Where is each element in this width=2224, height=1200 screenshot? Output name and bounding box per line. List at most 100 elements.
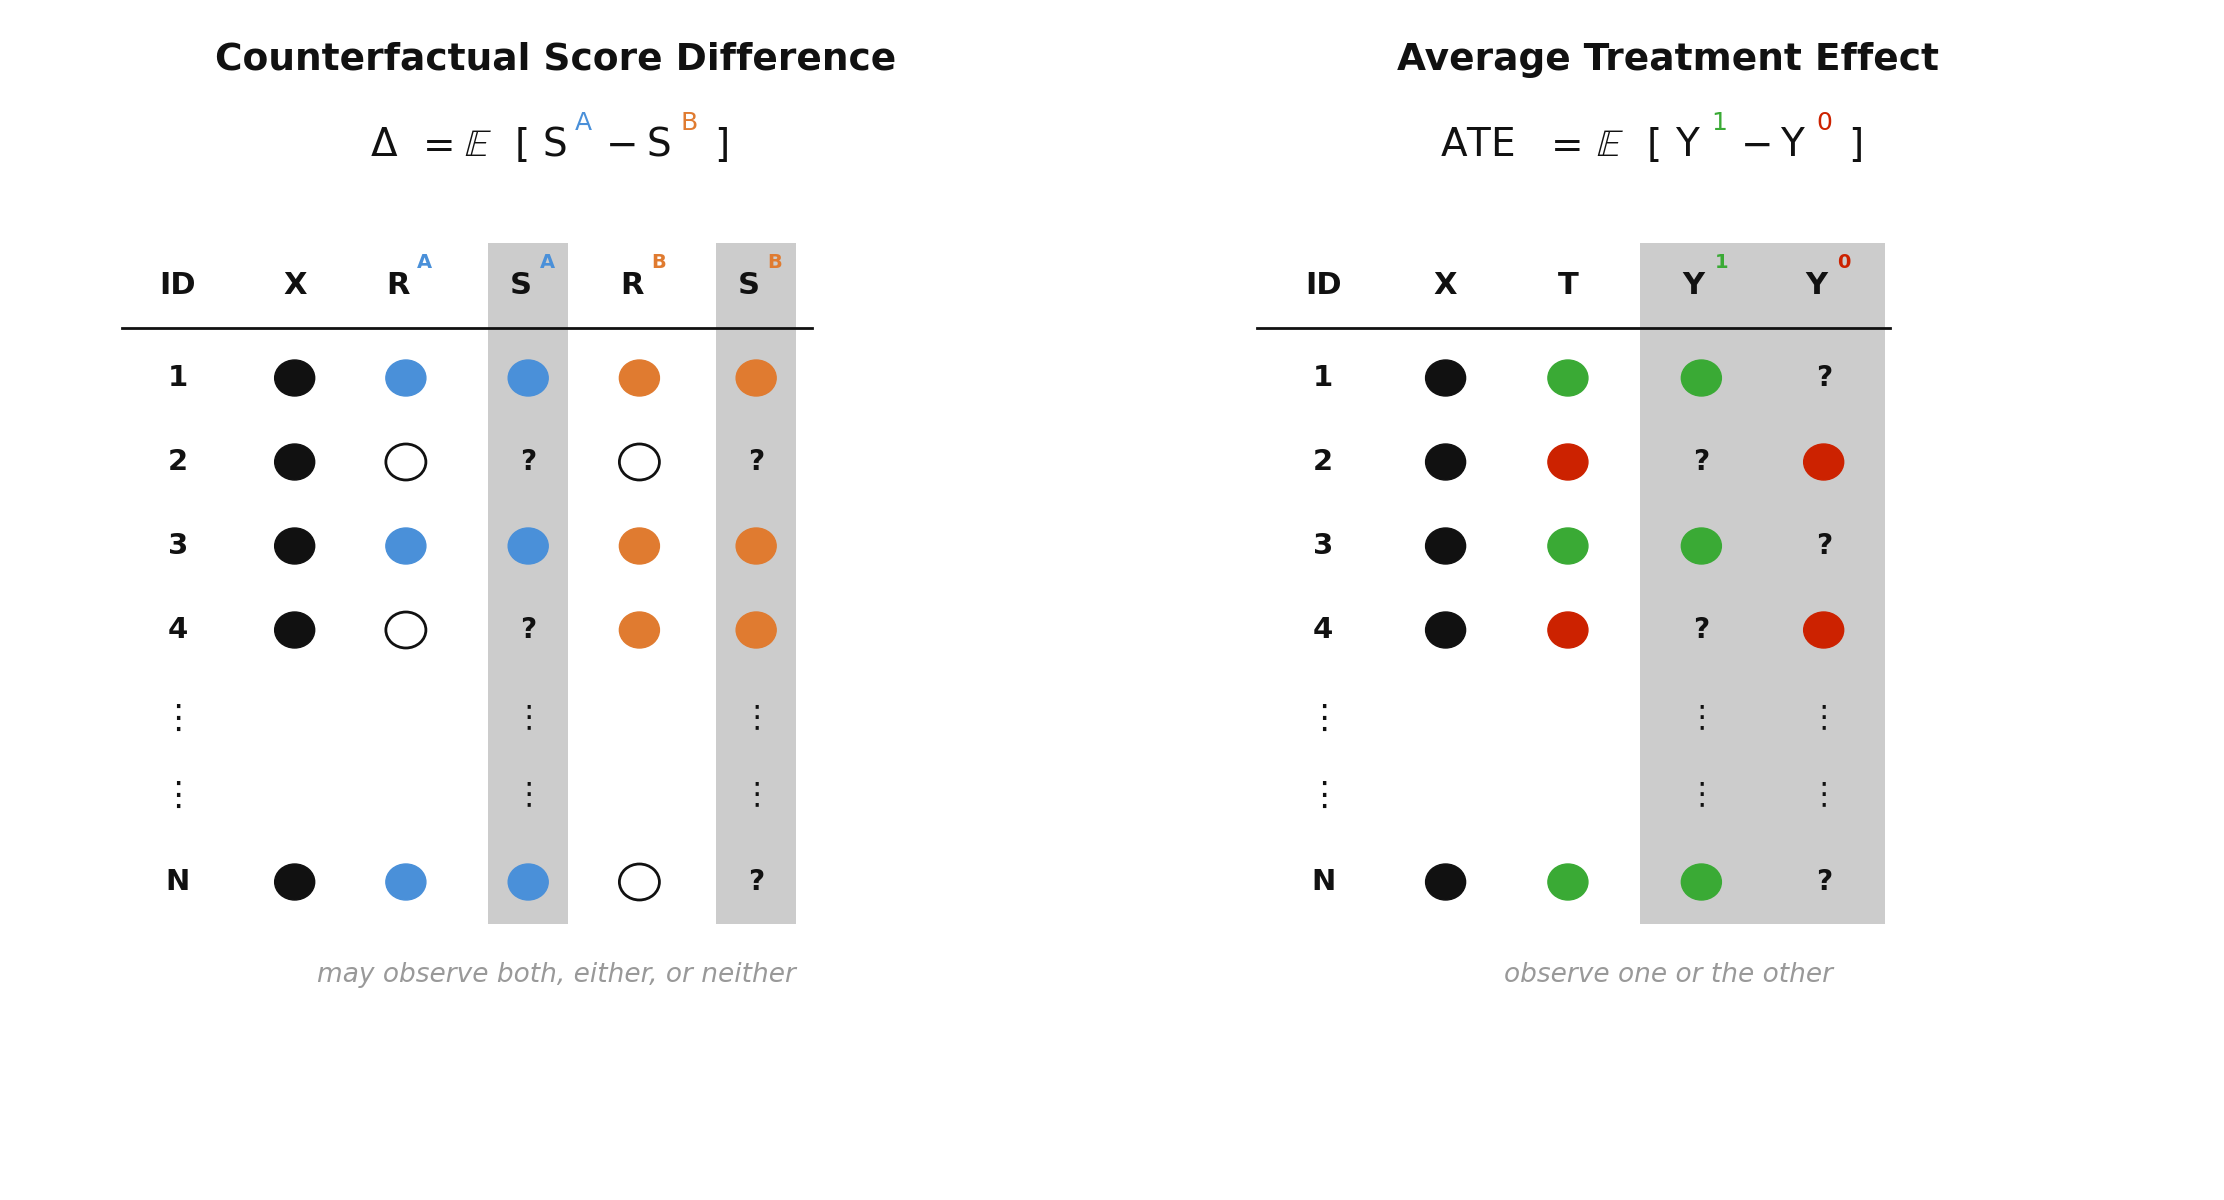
- Text: 2: 2: [167, 448, 189, 476]
- Circle shape: [509, 864, 549, 900]
- Bar: [716, 242, 796, 924]
- Circle shape: [1804, 444, 1844, 480]
- Text: 0: 0: [1837, 253, 1850, 272]
- Text: ID: ID: [1305, 270, 1341, 300]
- Text: 1: 1: [1715, 253, 1728, 272]
- Text: $\mathrm{B}$: $\mathrm{B}$: [681, 110, 696, 134]
- Text: ⋮: ⋮: [160, 779, 196, 811]
- Text: may observe both, either, or neither: may observe both, either, or neither: [316, 962, 796, 988]
- Text: Y: Y: [1684, 270, 1704, 300]
- Text: ⋮: ⋮: [1686, 703, 1717, 732]
- Text: ⋮: ⋮: [741, 703, 772, 732]
- Text: ?: ?: [520, 448, 536, 476]
- Text: N: N: [1312, 868, 1334, 896]
- Text: $\mathrm{A}$: $\mathrm{A}$: [574, 110, 594, 134]
- Circle shape: [618, 528, 658, 564]
- Text: ⋮: ⋮: [741, 780, 772, 810]
- Text: 3: 3: [167, 532, 189, 560]
- Circle shape: [1548, 612, 1588, 648]
- Bar: [1641, 242, 1886, 924]
- Circle shape: [1548, 528, 1588, 564]
- Text: $=$: $=$: [414, 126, 454, 164]
- Text: 2: 2: [1312, 448, 1334, 476]
- Text: $[$: $[$: [514, 126, 527, 164]
- Text: $\mathrm{S}$: $\mathrm{S}$: [540, 126, 567, 164]
- Text: $\mathbb{E}$: $\mathbb{E}$: [465, 126, 492, 164]
- Text: 4: 4: [1312, 616, 1334, 644]
- Text: 1: 1: [1312, 364, 1334, 392]
- Text: ⋮: ⋮: [160, 702, 196, 734]
- Text: $\mathrm{0}$: $\mathrm{0}$: [1815, 110, 1833, 134]
- Circle shape: [1426, 864, 1466, 900]
- Text: ⋮: ⋮: [1808, 780, 1839, 810]
- Text: S: S: [509, 270, 532, 300]
- Text: $-$: $-$: [1739, 126, 1770, 164]
- Text: $]$: $]$: [714, 126, 727, 164]
- Text: R: R: [387, 270, 409, 300]
- Text: ID: ID: [160, 270, 196, 300]
- Circle shape: [1681, 528, 1721, 564]
- Text: $\mathrm{S}$: $\mathrm{S}$: [645, 126, 672, 164]
- Text: ⋮: ⋮: [514, 703, 543, 732]
- Circle shape: [618, 360, 658, 396]
- Text: ⋮: ⋮: [1686, 780, 1717, 810]
- Circle shape: [1681, 360, 1721, 396]
- Text: 1: 1: [167, 364, 189, 392]
- Circle shape: [1548, 444, 1588, 480]
- Text: ?: ?: [520, 616, 536, 644]
- Circle shape: [276, 360, 316, 396]
- Circle shape: [1681, 864, 1721, 900]
- Circle shape: [276, 528, 316, 564]
- Text: T: T: [1557, 270, 1579, 300]
- Circle shape: [1804, 612, 1844, 648]
- Text: ?: ?: [1815, 364, 1833, 392]
- Circle shape: [387, 864, 427, 900]
- Text: $\mathrm{1}$: $\mathrm{1}$: [1710, 110, 1728, 134]
- Text: ?: ?: [1692, 448, 1710, 476]
- Text: 3: 3: [1312, 532, 1334, 560]
- Circle shape: [509, 528, 549, 564]
- Circle shape: [1426, 360, 1466, 396]
- Text: observe one or the other: observe one or the other: [1503, 962, 1833, 988]
- Text: $\mathrm{ATE}$: $\mathrm{ATE}$: [1439, 126, 1515, 164]
- Text: ?: ?: [1815, 532, 1833, 560]
- Bar: [489, 242, 569, 924]
- Text: ?: ?: [1815, 868, 1833, 896]
- Text: ?: ?: [747, 868, 765, 896]
- Circle shape: [736, 528, 776, 564]
- Circle shape: [509, 360, 549, 396]
- Circle shape: [1548, 864, 1588, 900]
- Text: ⋮: ⋮: [514, 780, 543, 810]
- Text: $[$: $[$: [1646, 126, 1659, 164]
- Text: Y: Y: [1806, 270, 1826, 300]
- Text: ⋮: ⋮: [1305, 779, 1341, 811]
- Circle shape: [276, 612, 316, 648]
- Circle shape: [618, 612, 658, 648]
- Circle shape: [736, 360, 776, 396]
- Text: A: A: [540, 253, 554, 272]
- Text: $\Delta$: $\Delta$: [369, 126, 398, 164]
- Circle shape: [1426, 444, 1466, 480]
- Text: 4: 4: [167, 616, 189, 644]
- Text: ?: ?: [747, 448, 765, 476]
- Circle shape: [387, 360, 427, 396]
- Text: $\mathrm{Y}$: $\mathrm{Y}$: [1779, 126, 1806, 164]
- Text: N: N: [167, 868, 189, 896]
- Text: ⋮: ⋮: [1305, 702, 1341, 734]
- Text: $\mathrm{Y}$: $\mathrm{Y}$: [1675, 126, 1701, 164]
- Text: A: A: [418, 253, 431, 272]
- Circle shape: [1426, 528, 1466, 564]
- Circle shape: [387, 528, 427, 564]
- Text: X: X: [282, 270, 307, 300]
- Text: R: R: [620, 270, 643, 300]
- Text: S: S: [738, 270, 758, 300]
- Text: B: B: [652, 253, 665, 272]
- Circle shape: [276, 864, 316, 900]
- Text: $\mathbb{E}$: $\mathbb{E}$: [1597, 126, 1624, 164]
- Text: X: X: [1434, 270, 1457, 300]
- Text: ⋮: ⋮: [1808, 703, 1839, 732]
- Text: $=$: $=$: [1543, 126, 1581, 164]
- Text: $]$: $]$: [1848, 126, 1861, 164]
- Text: Average Treatment Effect: Average Treatment Effect: [1397, 42, 1939, 78]
- Text: B: B: [767, 253, 783, 272]
